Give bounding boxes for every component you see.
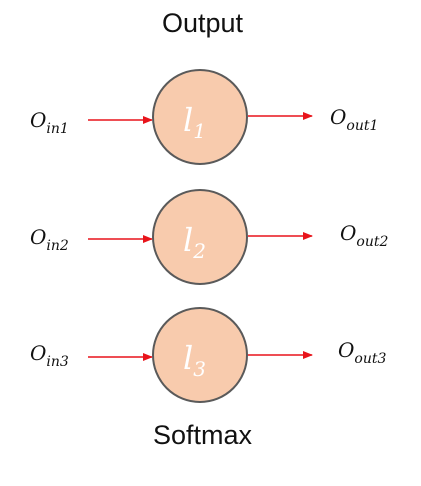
neuron-1 (152, 69, 248, 165)
layer-type-label: Softmax (152, 420, 253, 450)
neuron-row-3: l3 Oin3 Oout3 (30, 307, 386, 403)
output-label-3: Oout3 (338, 338, 386, 367)
output-label-1: Oout1 (330, 105, 378, 134)
neuron-label-1: l1 (183, 101, 206, 143)
input-label-1: Oin1 (30, 108, 69, 137)
neuron-row-2: l2 Oin2 Oout2 (30, 189, 388, 285)
input-label-3: Oin3 (30, 341, 69, 370)
output-label-2: Oout2 (340, 221, 388, 250)
neuron-label-2: l2 (183, 221, 206, 263)
neuron-2 (152, 189, 248, 285)
neuron-3 (152, 307, 248, 403)
neuron-row-1: l1 Oin1 Oout1 (30, 69, 378, 165)
neuron-label-3: l3 (183, 339, 206, 381)
input-label-2: Oin2 (30, 225, 69, 254)
diagram-title: Output (161, 8, 244, 38)
